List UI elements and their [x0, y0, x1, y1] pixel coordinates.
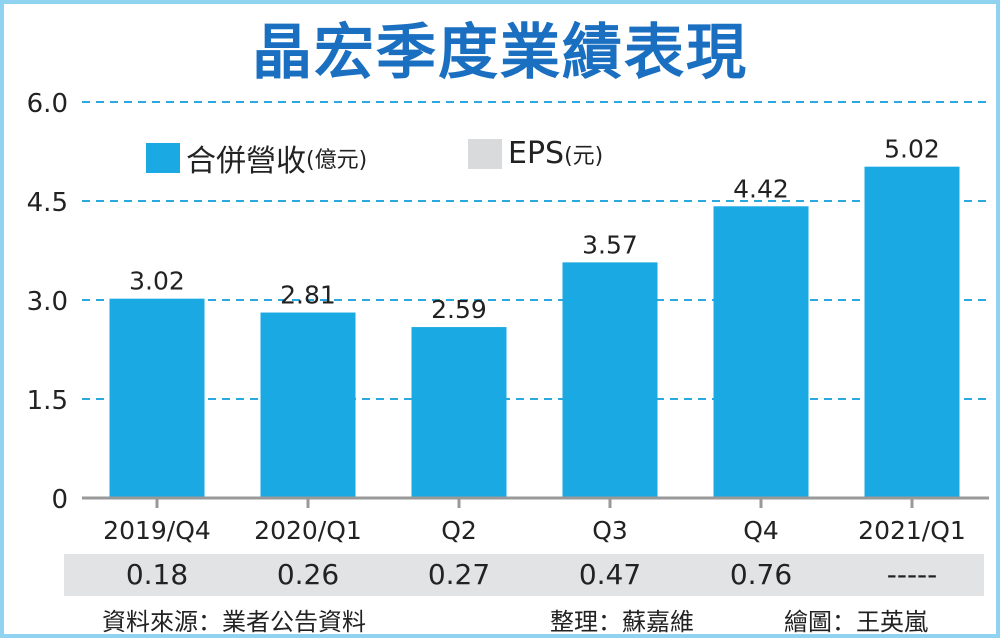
- data-label: 4.42: [733, 174, 789, 203]
- eps-row-band: [64, 554, 984, 596]
- eps-value: 0.27: [427, 558, 491, 591]
- y-tick-label: 3.0: [27, 287, 68, 317]
- compiled-by: 整理：蘇嘉維: [550, 608, 694, 636]
- legend-unit-eps: (元): [564, 143, 604, 169]
- legend-swatch-eps: [468, 138, 502, 169]
- plot-area: 0 1.5 3.0 4.5 6.0 3.02 2019/Q4 2.81 2020/Q1 2.59 Q…: [27, 89, 989, 545]
- data-label: 3.02: [129, 267, 185, 296]
- legend-revenue: 合併營收 (億元): [146, 136, 367, 180]
- eps-value: 0.26: [276, 558, 340, 591]
- legend-label-revenue: 合併營收: [186, 144, 306, 179]
- data-label: 2.59: [431, 295, 487, 324]
- y-tick-label: 0: [51, 485, 68, 515]
- x-tick-label: Q3: [592, 516, 628, 545]
- bar-revenue: [411, 327, 507, 498]
- y-tick-label: 6.0: [27, 89, 68, 119]
- x-tick-label: 2020/Q1: [254, 516, 362, 545]
- legend-label-eps: EPS: [508, 136, 565, 171]
- legend-unit-revenue: (億元): [306, 148, 368, 173]
- eps-value: -----: [886, 558, 938, 591]
- x-tick-label: Q2: [441, 516, 477, 545]
- source-note: 資料來源：業者公告資料: [102, 608, 366, 636]
- y-tick-label: 1.5: [27, 386, 68, 416]
- x-tick-label: 2019/Q4: [103, 516, 211, 545]
- x-tick-label: Q4: [743, 516, 779, 545]
- y-tick-label: 4.5: [27, 188, 68, 218]
- x-tick-label: 2021/Q1: [858, 516, 966, 545]
- eps-value: 0.47: [578, 558, 642, 591]
- data-label: 5.02: [884, 135, 940, 164]
- chart-title: 晶宏季度業績表現: [252, 18, 748, 88]
- bar-revenue: [864, 166, 960, 498]
- eps-value: 0.18: [125, 558, 189, 591]
- data-label: 3.57: [582, 230, 638, 259]
- data-label: 2.81: [280, 281, 336, 310]
- bar-revenue: [713, 206, 809, 498]
- bar-revenue: [109, 298, 205, 498]
- legend-swatch-revenue: [146, 143, 180, 173]
- eps-value: 0.76: [729, 558, 793, 591]
- bar-revenue: [260, 312, 356, 498]
- bar-revenue: [562, 262, 658, 498]
- drawn-by: 繪圖：王英嵐: [784, 608, 928, 636]
- legend-eps: EPS (元): [468, 136, 603, 171]
